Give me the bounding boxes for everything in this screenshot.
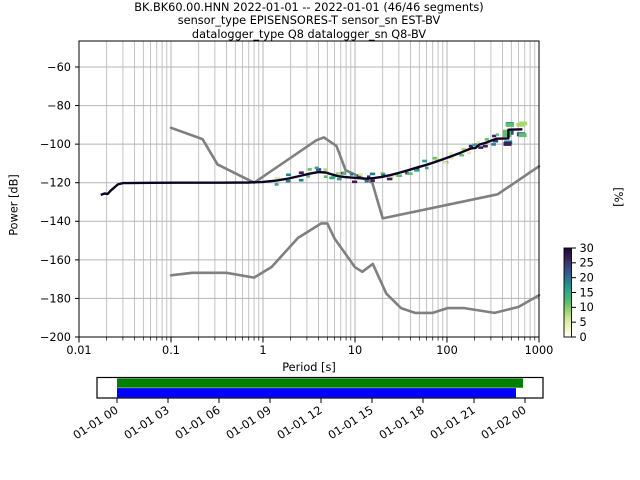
svg-text:−200: −200 — [40, 331, 71, 344]
svg-text:1: 1 — [259, 344, 266, 357]
svg-text:−120: −120 — [40, 177, 71, 190]
nhnm-curve — [169, 126, 541, 220]
svg-text:0: 0 — [580, 331, 587, 344]
svg-text:−80: −80 — [47, 99, 71, 112]
svg-text:0.1: 0.1 — [162, 344, 180, 357]
svg-text:1000: 1000 — [525, 344, 554, 357]
nlnm-curve — [169, 222, 541, 315]
psd-histogram-cells — [274, 121, 528, 186]
svg-text:−60: −60 — [47, 61, 71, 74]
timeline-tick-label: 01-01 03 — [122, 404, 172, 443]
figure-title: BK.BK60.00.HNN 2022-01-01 -- 2022-01-01 … — [79, 1, 539, 41]
timeline-tick-label: 01-01 06 — [173, 404, 223, 443]
svg-text:10: 10 — [348, 344, 362, 357]
y-axis-ticks: −60 −80 −100 −120 −140 −160 −180 −200 — [40, 61, 79, 344]
title-station-line: BK.BK60.00.HNN 2022-01-01 -- 2022-01-01 … — [134, 1, 484, 14]
timeline-bar — [96, 376, 544, 399]
title-datalogger-line: datalogger_type Q8 datalogger_sn Q8-BV — [191, 27, 427, 41]
svg-text:−100: −100 — [40, 138, 71, 151]
svg-text:20: 20 — [580, 272, 594, 285]
svg-text:25: 25 — [580, 257, 594, 270]
timeline-ticks: 01-01 00 01-01 03 01-01 06 01-01 09 01-01 12… — [71, 398, 529, 442]
x-axis-ticks: 0.01 0.1 1 10 100 1000 — [66, 337, 553, 357]
svg-text:30: 30 — [580, 242, 594, 255]
x-axis-label: Period [s] — [282, 361, 336, 374]
svg-text:−160: −160 — [40, 254, 71, 267]
svg-text:−140: −140 — [40, 215, 71, 228]
timeline-tick-label: 01-01 18 — [377, 404, 427, 443]
svg-text:100: 100 — [436, 344, 458, 357]
timeline-tick-label: 01-01 15 — [326, 404, 376, 443]
data-coverage-green — [117, 378, 523, 388]
psd-mode-curve — [100, 128, 523, 197]
timeline-tick-label: 01-01 21 — [428, 404, 478, 443]
svg-text:5: 5 — [580, 316, 587, 329]
timeline-tick-label: 01-01 00 — [71, 404, 121, 443]
colorbar — [563, 247, 572, 338]
timeline-tick-label: 01-01 12 — [275, 404, 325, 443]
svg-text:15: 15 — [580, 286, 594, 299]
timeline-tick-label: 01-01 09 — [224, 404, 274, 443]
plot-frame — [78, 40, 540, 338]
svg-text:0.01: 0.01 — [66, 344, 91, 357]
svg-text:−180: −180 — [40, 292, 71, 305]
timeline-tick-label: 01-02 00 — [479, 404, 529, 443]
grid — [78, 41, 540, 338]
title-sensor-line: sensor_type EPISENSORES-T sensor_sn EST-… — [177, 14, 441, 28]
svg-text:10: 10 — [580, 301, 594, 314]
data-coverage-blue — [117, 388, 516, 398]
